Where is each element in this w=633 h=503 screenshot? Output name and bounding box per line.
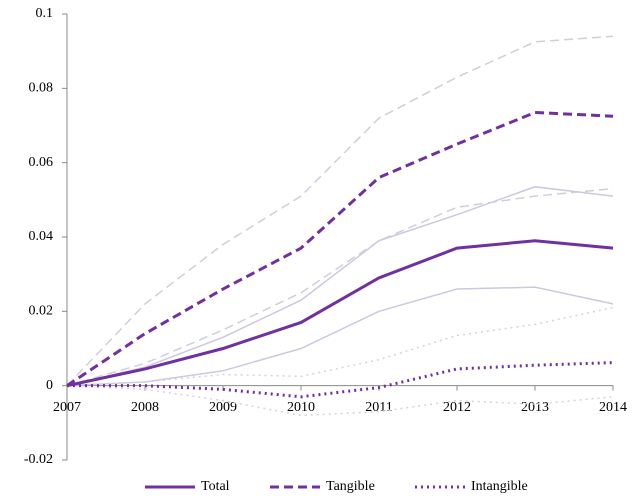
series-line	[66, 239, 614, 388]
y-tick-label: 0.08	[29, 81, 54, 96]
x-tick-label: 2008	[131, 400, 159, 415]
band-line	[66, 35, 614, 387]
legend-label: Tangible	[326, 479, 375, 494]
band-line	[66, 384, 614, 417]
y-tick-label: 0.1	[36, 6, 54, 21]
legend-label: Total	[201, 479, 230, 494]
y-tick-label: 0.06	[29, 155, 54, 170]
x-tick-label: 2013	[521, 400, 549, 415]
x-tick-label: 2009	[209, 400, 237, 415]
x-tick-label: 2014	[599, 400, 627, 415]
legend-label: Intangible	[471, 479, 528, 494]
x-tick-label: 2007	[53, 400, 81, 415]
band-line	[66, 286, 614, 387]
x-tick-label: 2011	[365, 400, 392, 415]
band-line	[66, 306, 614, 387]
y-tick-label: 0.04	[29, 229, 54, 244]
y-tick-label: 0.02	[29, 304, 54, 319]
x-tick-label: 2010	[287, 400, 315, 415]
band-line	[66, 187, 614, 387]
x-tick-label: 2012	[443, 400, 471, 415]
band-line	[66, 186, 614, 387]
y-tick-label: -0.02	[24, 452, 53, 467]
series-line	[67, 361, 614, 399]
series-line	[66, 110, 614, 387]
y-tick-label: 0	[46, 378, 53, 393]
